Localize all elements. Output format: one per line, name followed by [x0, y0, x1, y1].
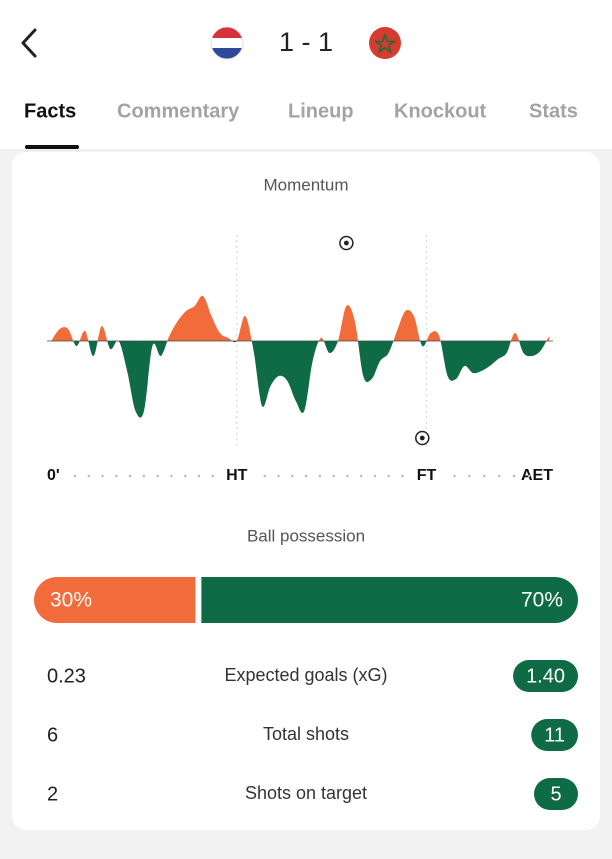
tab[interactable]: Commentary — [117, 100, 240, 122]
timeline-dot — [291, 474, 294, 478]
timeline-dot — [277, 474, 280, 478]
momentum-title: Momentum — [263, 175, 348, 194]
tab[interactable]: Stats — [529, 100, 578, 122]
x-tick-label: FT — [417, 467, 437, 484]
away-flag — [369, 27, 401, 59]
timeline-dot — [128, 474, 132, 478]
timeline-dot — [512, 474, 516, 478]
timeline-dot — [498, 474, 501, 478]
timeline-dot — [527, 474, 531, 478]
timeline-dot — [318, 474, 322, 478]
timeline-dot — [142, 474, 146, 478]
tab[interactable]: Knockout — [394, 100, 487, 122]
stat-away-pill — [531, 719, 578, 751]
stat-home: 6 — [47, 724, 58, 746]
score: 1 - 1 — [279, 27, 333, 57]
x-tick-label: 0' — [47, 467, 60, 484]
timeline-dot — [373, 474, 377, 478]
timeline-dot — [73, 474, 77, 478]
timeline-dot — [87, 474, 90, 478]
timeline-dot — [184, 474, 187, 478]
goal-marker — [339, 235, 354, 251]
timeline-dot — [387, 474, 390, 478]
timeline-dot — [263, 474, 266, 478]
timeline-dot — [359, 474, 363, 478]
stat-away-pill — [534, 778, 578, 810]
tab[interactable]: Facts — [24, 100, 76, 122]
stat-away: 11 — [544, 724, 565, 746]
back-button[interactable] — [21, 28, 37, 58]
stat-away-pill — [513, 660, 578, 692]
timeline-dot — [156, 474, 159, 478]
possession-title: Ball possession — [247, 526, 365, 545]
x-tick-label: HT — [226, 467, 248, 484]
timeline-dot — [170, 474, 173, 478]
timeline-dot — [401, 474, 404, 478]
home-flag — [211, 27, 243, 59]
stat-label: Expected goals (xG) — [224, 665, 387, 685]
possession-bar — [34, 577, 578, 623]
timeline-dot — [197, 474, 201, 478]
x-tick-label: AET — [521, 467, 553, 484]
goal-ball-center — [419, 435, 425, 441]
timeline-dot — [483, 474, 486, 478]
timeline-dot — [453, 474, 456, 478]
home-flag-border — [210, 26, 244, 60]
stat-label: Total shots — [263, 724, 349, 744]
stat-home: 2 — [47, 783, 58, 805]
timeline-dot — [115, 474, 118, 478]
stat-away: 1.40 — [526, 665, 565, 687]
timeline-dot — [332, 474, 335, 478]
stat-home: 0.23 — [47, 665, 86, 687]
tab[interactable]: Lineup — [288, 100, 354, 122]
goal-marker — [415, 430, 430, 446]
stat-away: 5 — [550, 783, 561, 805]
momentum-positive — [51, 295, 550, 341]
timeline-dot — [101, 474, 104, 478]
timeline-dot — [468, 474, 471, 478]
possession-away — [201, 577, 578, 623]
timeline-dot — [304, 474, 308, 478]
goal-ball-center — [343, 240, 349, 246]
facts-card — [12, 152, 600, 830]
header-bg — [0, 0, 612, 150]
stat-label: Shots on target — [245, 783, 367, 803]
timeline-dot — [211, 474, 214, 478]
possession-home — [34, 577, 196, 623]
possession-away-label: 70% — [521, 589, 563, 612]
active-tab-indicator — [25, 145, 79, 149]
possession-home-label: 30% — [50, 589, 92, 612]
momentum-negative — [50, 341, 549, 418]
timeline-dot — [346, 474, 349, 478]
